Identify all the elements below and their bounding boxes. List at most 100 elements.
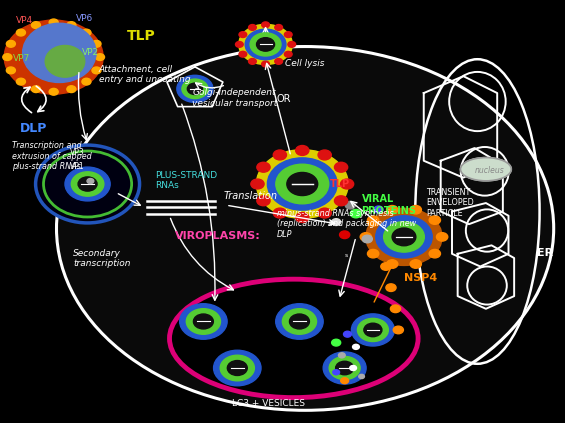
Circle shape <box>333 370 340 375</box>
Circle shape <box>393 326 403 334</box>
Circle shape <box>360 233 371 241</box>
Circle shape <box>429 250 441 258</box>
Circle shape <box>386 284 396 291</box>
Text: s: s <box>345 253 348 258</box>
Circle shape <box>257 162 270 172</box>
Circle shape <box>332 339 341 346</box>
Text: NSP4: NSP4 <box>404 273 437 283</box>
Circle shape <box>65 167 110 201</box>
Circle shape <box>350 209 362 218</box>
Circle shape <box>295 213 309 222</box>
Circle shape <box>6 67 15 74</box>
Text: VP7: VP7 <box>12 54 30 63</box>
Circle shape <box>257 38 275 51</box>
Circle shape <box>177 75 213 102</box>
Circle shape <box>16 78 25 85</box>
Circle shape <box>276 164 329 204</box>
Circle shape <box>437 233 448 241</box>
Circle shape <box>276 304 323 339</box>
Text: Cell lysis: Cell lysis <box>285 58 325 68</box>
Text: Translation: Translation <box>223 191 277 201</box>
Circle shape <box>381 263 391 270</box>
Circle shape <box>367 218 379 226</box>
Text: nucleus: nucleus <box>475 166 505 176</box>
Circle shape <box>386 260 398 268</box>
Circle shape <box>193 314 214 329</box>
Circle shape <box>214 350 261 386</box>
Circle shape <box>390 305 401 313</box>
Circle shape <box>332 219 341 225</box>
Circle shape <box>180 304 227 339</box>
Circle shape <box>275 25 282 30</box>
Text: minus-strand RNAs synthesis
(replication) and packaging in new
DLP: minus-strand RNAs synthesis (replication… <box>277 209 416 239</box>
Circle shape <box>188 83 202 94</box>
Circle shape <box>49 88 58 95</box>
Circle shape <box>32 22 41 28</box>
Circle shape <box>289 314 310 329</box>
Circle shape <box>384 222 424 252</box>
Text: VIROPLASMS:: VIROPLASMS: <box>175 231 261 241</box>
Text: VP6: VP6 <box>76 14 94 23</box>
Circle shape <box>362 235 372 243</box>
Circle shape <box>251 179 264 189</box>
Circle shape <box>250 33 281 56</box>
Circle shape <box>410 206 421 214</box>
Circle shape <box>351 314 394 346</box>
Text: OR: OR <box>277 93 292 104</box>
Text: ER: ER <box>537 248 553 258</box>
Circle shape <box>334 196 347 206</box>
Text: VP3: VP3 <box>69 148 84 157</box>
Circle shape <box>186 309 220 334</box>
Circle shape <box>92 41 101 47</box>
Circle shape <box>239 32 247 38</box>
Circle shape <box>410 260 421 268</box>
Circle shape <box>329 357 360 379</box>
Circle shape <box>386 206 398 214</box>
Ellipse shape <box>460 158 511 181</box>
Text: TLP: TLP <box>127 29 156 43</box>
Circle shape <box>227 360 247 376</box>
Circle shape <box>49 19 58 26</box>
Circle shape <box>262 22 270 27</box>
Ellipse shape <box>23 23 96 82</box>
Text: VP4: VP4 <box>16 16 33 25</box>
Circle shape <box>367 250 379 258</box>
Circle shape <box>95 54 105 60</box>
Circle shape <box>87 179 94 184</box>
Circle shape <box>249 25 257 30</box>
Circle shape <box>82 78 91 85</box>
Ellipse shape <box>4 20 103 94</box>
Circle shape <box>364 323 382 337</box>
Circle shape <box>338 353 345 358</box>
Text: VIRAL
PROTEINS: VIRAL PROTEINS <box>362 194 416 216</box>
Text: TLP: TLP <box>329 179 350 189</box>
Circle shape <box>267 158 337 210</box>
Circle shape <box>429 216 441 224</box>
Circle shape <box>245 29 286 60</box>
Circle shape <box>374 206 383 213</box>
Circle shape <box>380 227 389 234</box>
Text: Attachment, cell
entry and uncoating: Attachment, cell entry and uncoating <box>99 65 190 85</box>
Circle shape <box>273 208 286 218</box>
Circle shape <box>273 150 286 160</box>
Circle shape <box>92 67 101 74</box>
Circle shape <box>341 378 349 384</box>
Circle shape <box>32 86 41 93</box>
Text: LC3 + VESICLES: LC3 + VESICLES <box>232 399 305 408</box>
Circle shape <box>71 172 104 196</box>
Circle shape <box>238 24 293 65</box>
Circle shape <box>16 29 25 36</box>
Ellipse shape <box>56 47 554 410</box>
Circle shape <box>257 196 270 206</box>
Text: VP2: VP2 <box>82 48 99 57</box>
Circle shape <box>288 41 295 47</box>
Text: Transcription and
extrusion of capped
plus-strand RNAs: Transcription and extrusion of capped pl… <box>12 141 92 171</box>
Circle shape <box>249 58 257 64</box>
Circle shape <box>3 54 12 60</box>
Circle shape <box>341 179 354 189</box>
Circle shape <box>36 145 140 223</box>
Circle shape <box>376 216 432 258</box>
Circle shape <box>367 216 379 224</box>
Circle shape <box>318 208 331 218</box>
Circle shape <box>323 352 366 384</box>
